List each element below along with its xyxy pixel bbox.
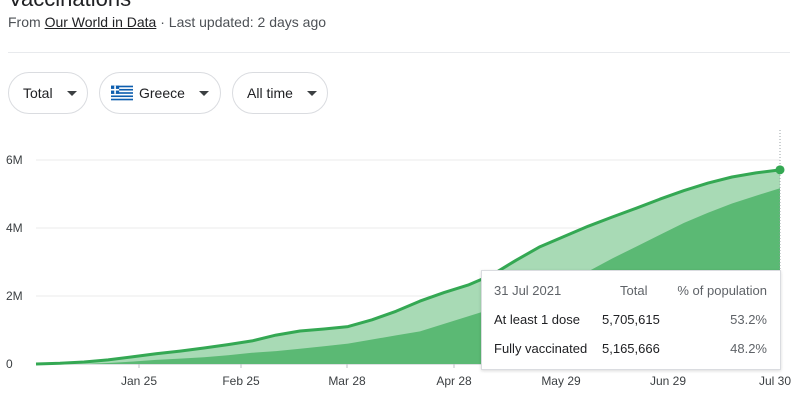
range-dropdown-label: All time [247, 85, 293, 101]
range-dropdown[interactable]: All time [232, 72, 328, 114]
tooltip-row-total: 5,165,666 [602, 341, 660, 356]
metric-dropdown-label: Total [23, 85, 53, 101]
tooltip-row: Fully vaccinated 5,165,666 48.2% [482, 341, 780, 359]
tooltip-row-pct: 48.2% [730, 341, 767, 356]
updated-text: · Last updated: 2 days ago [160, 14, 327, 30]
greece-flag-icon [111, 85, 133, 101]
country-dropdown-label: Greece [139, 85, 185, 101]
chart-tooltip: 31 Jul 2021 Total % of population At lea… [481, 270, 781, 370]
chevron-down-icon [306, 90, 317, 96]
page-title: Vaccinations [8, 0, 131, 12]
y-tick-label: 4M [6, 221, 23, 235]
y-tick-label: 0 [6, 357, 13, 371]
x-tick-label: Jul 30 [759, 374, 791, 388]
chevron-down-icon [198, 90, 209, 96]
x-tick-label: Mar 28 [328, 374, 366, 388]
tooltip-row: At least 1 dose 5,705,615 53.2% [482, 312, 780, 330]
tooltip-row-label: Fully vaccinated [494, 341, 588, 356]
metric-dropdown[interactable]: Total [8, 72, 88, 114]
line-at-least-1-dose [35, 168, 781, 366]
tooltip-row-total: 5,705,615 [602, 312, 660, 327]
hover-point [775, 165, 785, 175]
chevron-down-icon [66, 90, 77, 96]
x-tick-label: Jun 29 [650, 374, 686, 388]
y-tick-label: 6M [6, 153, 23, 167]
tooltip-total-header: Total [620, 283, 648, 298]
source-line: From Our World in Data · Last updated: 2… [8, 14, 326, 30]
tooltip-date: 31 Jul 2021 [494, 283, 562, 298]
tooltip-pct-header: % of population [677, 283, 767, 298]
x-tick-label: Jan 25 [121, 374, 157, 388]
divider [8, 52, 790, 53]
x-tick-label: May 29 [541, 374, 581, 388]
y-tick-label: 2M [6, 289, 23, 303]
tooltip-header: 31 Jul 2021 Total % of population [482, 283, 780, 301]
country-dropdown[interactable]: Greece [99, 72, 221, 114]
source-prefix: From [8, 14, 41, 30]
tooltip-row-label: At least 1 dose [494, 312, 580, 327]
source-link[interactable]: Our World in Data [44, 14, 157, 30]
x-tick-label: Feb 25 [222, 374, 260, 388]
tooltip-row-pct: 53.2% [730, 312, 767, 327]
x-tick-label: Apr 28 [436, 374, 472, 388]
